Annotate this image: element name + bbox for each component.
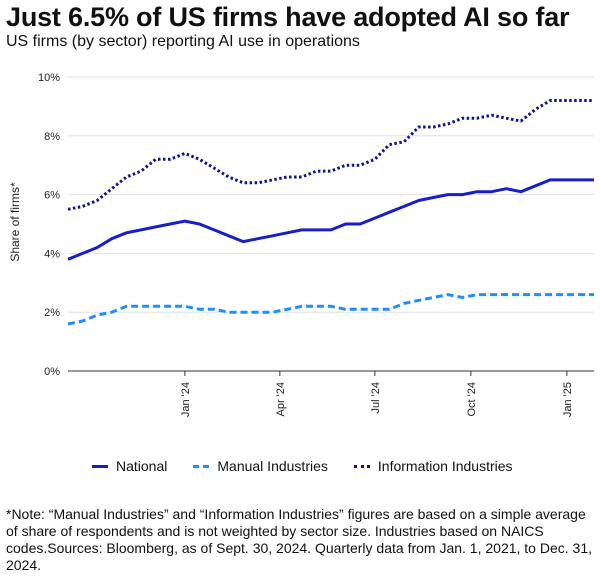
y-tick-label: 4%	[44, 248, 60, 260]
footnote: *Note: “Manual Industries” and “Informat…	[6, 506, 592, 573]
x-tick-label: Jan '25	[562, 382, 574, 417]
chart-title: Just 6.5% of US firms have adopted AI so…	[6, 2, 570, 32]
series-lines	[67, 99, 594, 326]
x-axis-ticks: Jan '24 Apr '24 Jul '24 Oct '24 Jan '25	[180, 371, 574, 417]
y-tick-label: 10%	[38, 72, 60, 84]
y-axis-title: Share of firms*	[8, 182, 22, 262]
chart-subtitle: US firms (by sector) reporting AI use in…	[6, 33, 360, 50]
x-tick-label: Apr '24	[275, 382, 287, 417]
series-line-manual-industries	[67, 293, 594, 326]
line-chart: 0% 2% 4% 6% 8% 10% Jan '24 Apr '24 Jul '24 Oct '…	[8, 72, 594, 417]
legend-label-information: Information Industries	[377, 458, 513, 474]
legend-swatch-national	[92, 464, 108, 468]
x-tick-label: Jul '24	[370, 382, 382, 413]
gridlines	[68, 76, 594, 372]
legend-item-information: Information Industries	[353, 458, 513, 474]
legend-item-manual: Manual Industries	[193, 458, 328, 474]
legend-label-national: National	[116, 458, 168, 474]
legend-label-manual: Manual Industries	[217, 458, 328, 474]
x-tick-label: Oct '24	[466, 382, 478, 417]
y-tick-label: 8%	[44, 131, 60, 143]
legend: National Manual Industries Information I…	[92, 458, 513, 474]
y-tick-label: 2%	[44, 307, 60, 319]
legend-swatch-manual	[193, 464, 210, 468]
series-line-national	[67, 178, 594, 261]
y-tick-label: 0%	[44, 366, 60, 378]
y-axis-ticks: 0% 2% 4% 6% 8% 10%	[38, 72, 60, 378]
y-tick-label: 6%	[44, 190, 60, 202]
legend-item-national: National	[92, 458, 167, 474]
x-tick-label: Jan '24	[180, 382, 192, 417]
series-line-information-industries	[67, 99, 594, 211]
legend-swatch-information	[353, 464, 370, 468]
